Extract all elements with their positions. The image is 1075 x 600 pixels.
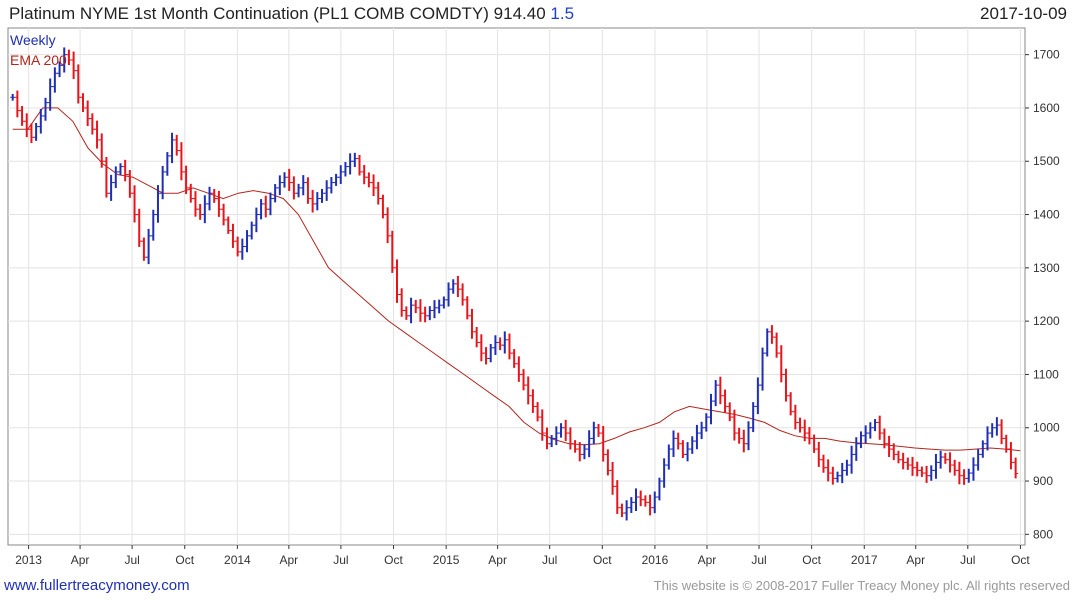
y-tick-label: 1700 <box>1033 48 1060 62</box>
y-tick-label: 1200 <box>1033 314 1060 328</box>
y-tick-label: 1400 <box>1033 208 1060 222</box>
x-tick-label: Oct <box>384 553 403 567</box>
ema-series <box>12 107 1021 452</box>
y-tick-label: 1100 <box>1033 367 1059 381</box>
x-tick-label: Jul <box>124 553 139 567</box>
x-tick-label: Oct <box>802 553 821 567</box>
chart-title-text: Platinum NYME 1st Month Continuation (PL… <box>9 4 546 23</box>
plot-background <box>7 27 1026 546</box>
price-change: 1.5 <box>550 4 575 23</box>
y-tick-label: 800 <box>1033 527 1053 541</box>
gridlines <box>8 28 1025 545</box>
x-tick-label: 2013 <box>15 553 42 567</box>
site-link[interactable]: www.fullertreacymoney.com <box>4 577 190 594</box>
ema-line <box>12 107 1021 452</box>
x-tick-label: Oct <box>175 553 194 567</box>
y-axis: 800 900 1000 1100 1200 1300 1400 1500 1600 1700 <box>1025 48 1060 541</box>
y-tick-label: 1000 <box>1033 421 1060 435</box>
x-tick-label: Jul <box>542 553 557 567</box>
x-tick-label: 2016 <box>642 553 669 567</box>
x-tick-label: Jul <box>333 553 348 567</box>
x-tick-label: Oct <box>1011 553 1030 567</box>
x-tick-label: Apr <box>698 553 717 567</box>
legend-ema: EMA 200 <box>10 52 67 68</box>
x-tick-label: 2017 <box>851 553 878 567</box>
weekly-bars-series <box>10 47 1019 521</box>
x-tick-label: 2014 <box>224 553 251 567</box>
copyright-notice: This website is © 2008-2017 Fuller Treac… <box>653 578 1070 593</box>
x-tick-label: Apr <box>906 553 925 567</box>
x-tick-label: Oct <box>593 553 612 567</box>
x-tick-label: Apr <box>488 553 507 567</box>
y-tick-label: 1300 <box>1033 261 1060 275</box>
chart-title: Platinum NYME 1st Month Continuation (PL… <box>9 4 574 24</box>
y-tick-label: 1600 <box>1033 101 1060 115</box>
x-tick-label: Apr <box>71 553 90 567</box>
x-tick-label: Jul <box>960 553 975 567</box>
x-axis: 2013 Apr Jul Oct 2014 Apr Jul Oct 2015 Apr Jul Oct 2… <box>15 545 1030 567</box>
x-tick-label: Jul <box>751 553 766 567</box>
legend-weekly: Weekly <box>10 32 56 48</box>
x-tick-label: 2015 <box>433 553 460 567</box>
y-tick-label: 1500 <box>1033 154 1060 168</box>
y-tick-label: 900 <box>1033 474 1053 488</box>
chart-date: 2017-10-09 <box>980 4 1067 23</box>
x-tick-label: Apr <box>280 553 299 567</box>
